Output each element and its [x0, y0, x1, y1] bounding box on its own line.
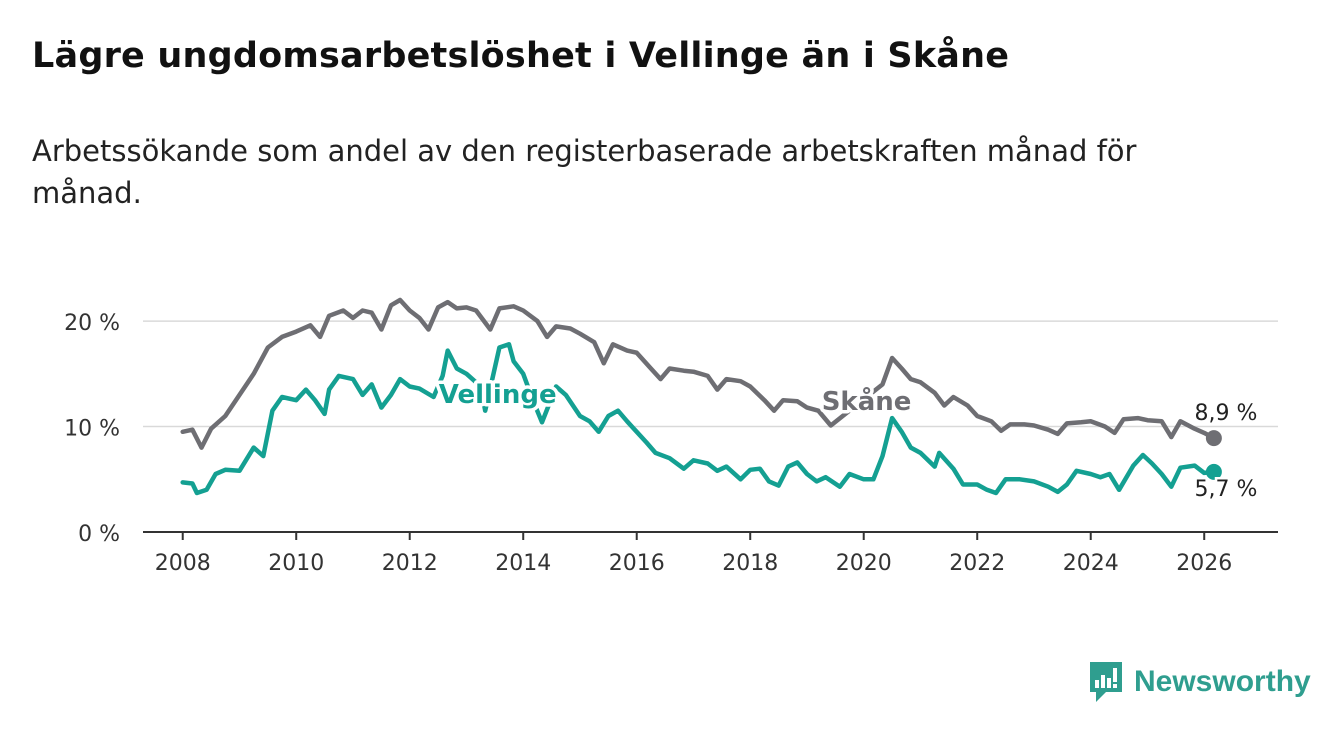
newsworthy-logo-icon: [1090, 662, 1122, 702]
series-end-marker-skåne: [1205, 430, 1222, 447]
chart-subtitle: Arbetssökande som andel av den registerb…: [32, 134, 1137, 210]
x-tick-label: 2026: [1176, 551, 1232, 576]
y-tick-label: 20 %: [64, 311, 120, 336]
labels: Vellinge Skåne 8,9 % 5,7 %: [435, 377, 1260, 505]
gridlines: [143, 320, 1278, 428]
x-tick-label: 2010: [268, 551, 324, 576]
axes: 0 % 10 % 20 % 2008 2010 2012 2014 2016 2018 2020 2…: [64, 311, 1278, 576]
series: [180, 297, 1222, 496]
series-line-skåne: [180, 297, 1217, 450]
y-tick-label: 10 %: [64, 417, 120, 442]
chart-title: Lägre ungdomsarbetslöshet i Vellinge än …: [32, 36, 1010, 76]
x-tick-label: 2024: [1063, 551, 1119, 576]
end-value-label-skane: 8,9 %: [1195, 401, 1258, 426]
x-tick-label: 2020: [836, 551, 892, 576]
x-tick-label: 2008: [155, 551, 211, 576]
x-tick-label: 2018: [722, 551, 778, 576]
x-tick-label: 2014: [495, 551, 551, 576]
series-end-marker-vellinge: [1205, 463, 1222, 480]
end-value-label-vellinge: 5,7 %: [1195, 477, 1258, 502]
x-tick-label: 2022: [949, 551, 1005, 576]
series-line-vellinge: [180, 342, 1217, 496]
x-tick-label: 2012: [382, 551, 438, 576]
y-tick-label: 0 %: [78, 522, 120, 547]
x-tick-label: 2016: [609, 551, 665, 576]
newsworthy-logo-text: Newsworthy: [1134, 665, 1311, 698]
newsworthy-logo: Newsworthy: [1088, 660, 1311, 704]
series-label-vellinge: Vellinge: [439, 380, 557, 410]
series-label-skane: Skåne: [822, 385, 912, 417]
